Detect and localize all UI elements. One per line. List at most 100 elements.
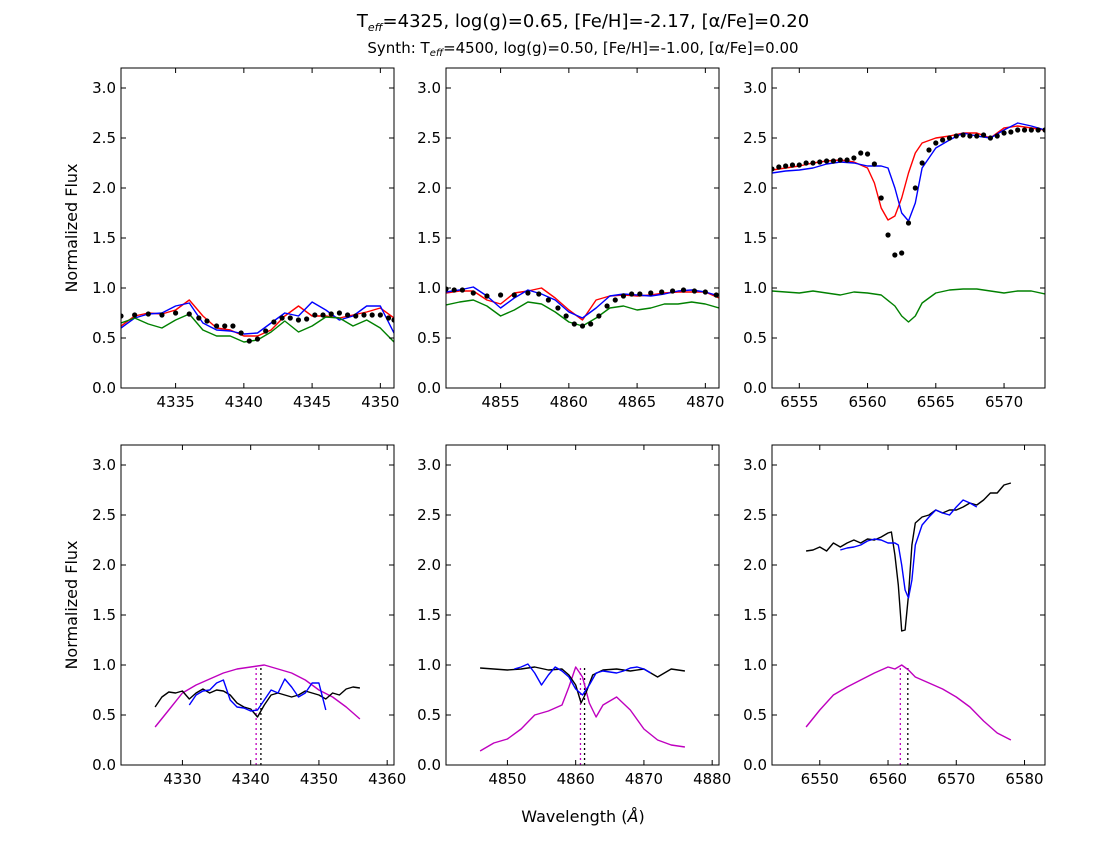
y-tick-label: 1.0 bbox=[92, 656, 116, 674]
y-tick-label: 0.0 bbox=[417, 756, 441, 774]
y-tick-label: 2.5 bbox=[743, 506, 767, 524]
data-point bbox=[980, 132, 987, 138]
y-tick-label: 1.0 bbox=[92, 279, 116, 297]
y-tick-label: 2.0 bbox=[743, 179, 767, 197]
x-tick-label: 4865 bbox=[618, 393, 656, 411]
x-tick-label: 4870 bbox=[686, 393, 724, 411]
x-tick-label: 4335 bbox=[157, 393, 195, 411]
data-point bbox=[377, 312, 383, 318]
data-point bbox=[892, 252, 898, 258]
panel-bottom-middle: 0.0 0.5 1.0 1.5 2.0 2.5 3.0 4850 4860 4870 4880 bbox=[417, 444, 731, 788]
data-point bbox=[994, 133, 1000, 139]
data-point bbox=[579, 323, 586, 329]
data-point bbox=[669, 288, 676, 294]
data-point bbox=[878, 195, 884, 201]
data-point bbox=[312, 312, 318, 318]
y-tick-label: 3.0 bbox=[92, 456, 116, 474]
data-point bbox=[919, 160, 925, 166]
data-point bbox=[776, 164, 782, 170]
x-tick-label: 4860 bbox=[550, 393, 588, 411]
x-tick-label: 6580 bbox=[1005, 770, 1043, 788]
y-tick-label: 1.0 bbox=[417, 656, 441, 674]
data-point bbox=[222, 323, 228, 329]
plot-area bbox=[479, 663, 686, 765]
axes-frame bbox=[771, 67, 1046, 389]
x-tick-label: 6560 bbox=[869, 770, 907, 788]
x-tick-label: 4880 bbox=[693, 770, 731, 788]
data-point bbox=[470, 290, 476, 296]
y-tick-label: 0.5 bbox=[92, 329, 116, 347]
y-tick-label: 1.0 bbox=[743, 279, 767, 297]
data-point bbox=[885, 232, 891, 238]
x-tick-label: 4360 bbox=[368, 770, 406, 788]
data-point bbox=[1021, 127, 1028, 133]
data-point bbox=[304, 316, 310, 322]
series-line-blue bbox=[840, 499, 978, 599]
y-tick-label: 0.5 bbox=[743, 329, 767, 347]
y-tick-label: 3.0 bbox=[92, 79, 116, 97]
series-line-blue bbox=[188, 678, 327, 712]
data-point bbox=[536, 291, 542, 297]
data-point bbox=[279, 315, 285, 321]
data-point bbox=[451, 287, 457, 293]
y-tick-label: 3.0 bbox=[417, 79, 441, 97]
data-point bbox=[159, 312, 165, 318]
data-point bbox=[336, 310, 342, 316]
series-points-black bbox=[772, 127, 1045, 258]
y-tick-label: 3.0 bbox=[743, 456, 767, 474]
data-point bbox=[817, 159, 823, 165]
data-point bbox=[369, 312, 375, 318]
figure-title: Teff=4325, log(g)=0.65, [Fe/H]=-2.17, [α… bbox=[356, 11, 809, 34]
y-tick-label: 0.5 bbox=[417, 706, 441, 724]
data-point bbox=[648, 290, 654, 296]
data-point bbox=[987, 135, 994, 141]
figure-subtitle: Synth: Teff=4500, log(g)=0.50, [Fe/H]=-1… bbox=[367, 39, 798, 59]
data-point bbox=[953, 133, 959, 139]
data-point bbox=[498, 292, 504, 298]
axes-frame bbox=[120, 444, 395, 766]
x-tick-label: 4350 bbox=[300, 770, 338, 788]
data-point bbox=[1042, 127, 1045, 133]
plot-area bbox=[805, 482, 1012, 765]
x-tick-label: 6555 bbox=[780, 393, 818, 411]
data-point bbox=[145, 311, 151, 317]
y-tick-label: 2.5 bbox=[92, 506, 116, 524]
x-tick-label: 4870 bbox=[625, 770, 663, 788]
data-point bbox=[1001, 130, 1007, 136]
axes-frame bbox=[120, 67, 395, 389]
x-tick-label: 4350 bbox=[361, 393, 399, 411]
data-point bbox=[946, 135, 953, 141]
data-point bbox=[940, 137, 946, 143]
data-point bbox=[328, 311, 334, 317]
panel-top-left: 0.0 0.5 1.0 1.5 2.0 2.5 3.0 4335 4340 4345 4350 bbox=[92, 67, 399, 411]
plot-area bbox=[446, 286, 719, 329]
y-tick-label: 2.0 bbox=[92, 179, 116, 197]
data-point bbox=[545, 297, 551, 303]
data-point bbox=[772, 166, 775, 172]
data-point bbox=[824, 158, 830, 164]
series-line-blue bbox=[772, 122, 1045, 222]
y-tick-label: 1.5 bbox=[417, 606, 441, 624]
data-point bbox=[525, 290, 531, 296]
data-point bbox=[555, 305, 561, 311]
panel-bottom-left: 0.0 0.5 1.0 1.5 2.0 2.5 3.0 4330 4340 4350 4360 bbox=[92, 444, 406, 788]
y-tick-label: 0.0 bbox=[92, 756, 116, 774]
x-axis-label: Wavelength (Å) bbox=[521, 807, 644, 826]
data-point bbox=[789, 162, 796, 168]
y-axis-label-bottom: Normalized Flux bbox=[62, 540, 81, 669]
series-line-magenta bbox=[154, 664, 361, 728]
y-tick-label: 1.5 bbox=[92, 229, 116, 247]
data-point bbox=[320, 312, 326, 318]
data-point bbox=[905, 220, 912, 226]
data-point bbox=[680, 287, 687, 293]
data-point bbox=[361, 312, 367, 318]
series-line-magenta bbox=[479, 666, 686, 752]
y-tick-label: 2.5 bbox=[743, 129, 767, 147]
data-point bbox=[596, 313, 602, 319]
y-tick-label: 2.5 bbox=[417, 506, 441, 524]
data-point bbox=[967, 133, 973, 139]
y-tick-label: 2.5 bbox=[92, 129, 116, 147]
data-point bbox=[713, 292, 719, 298]
y-tick-label: 3.0 bbox=[417, 456, 441, 474]
